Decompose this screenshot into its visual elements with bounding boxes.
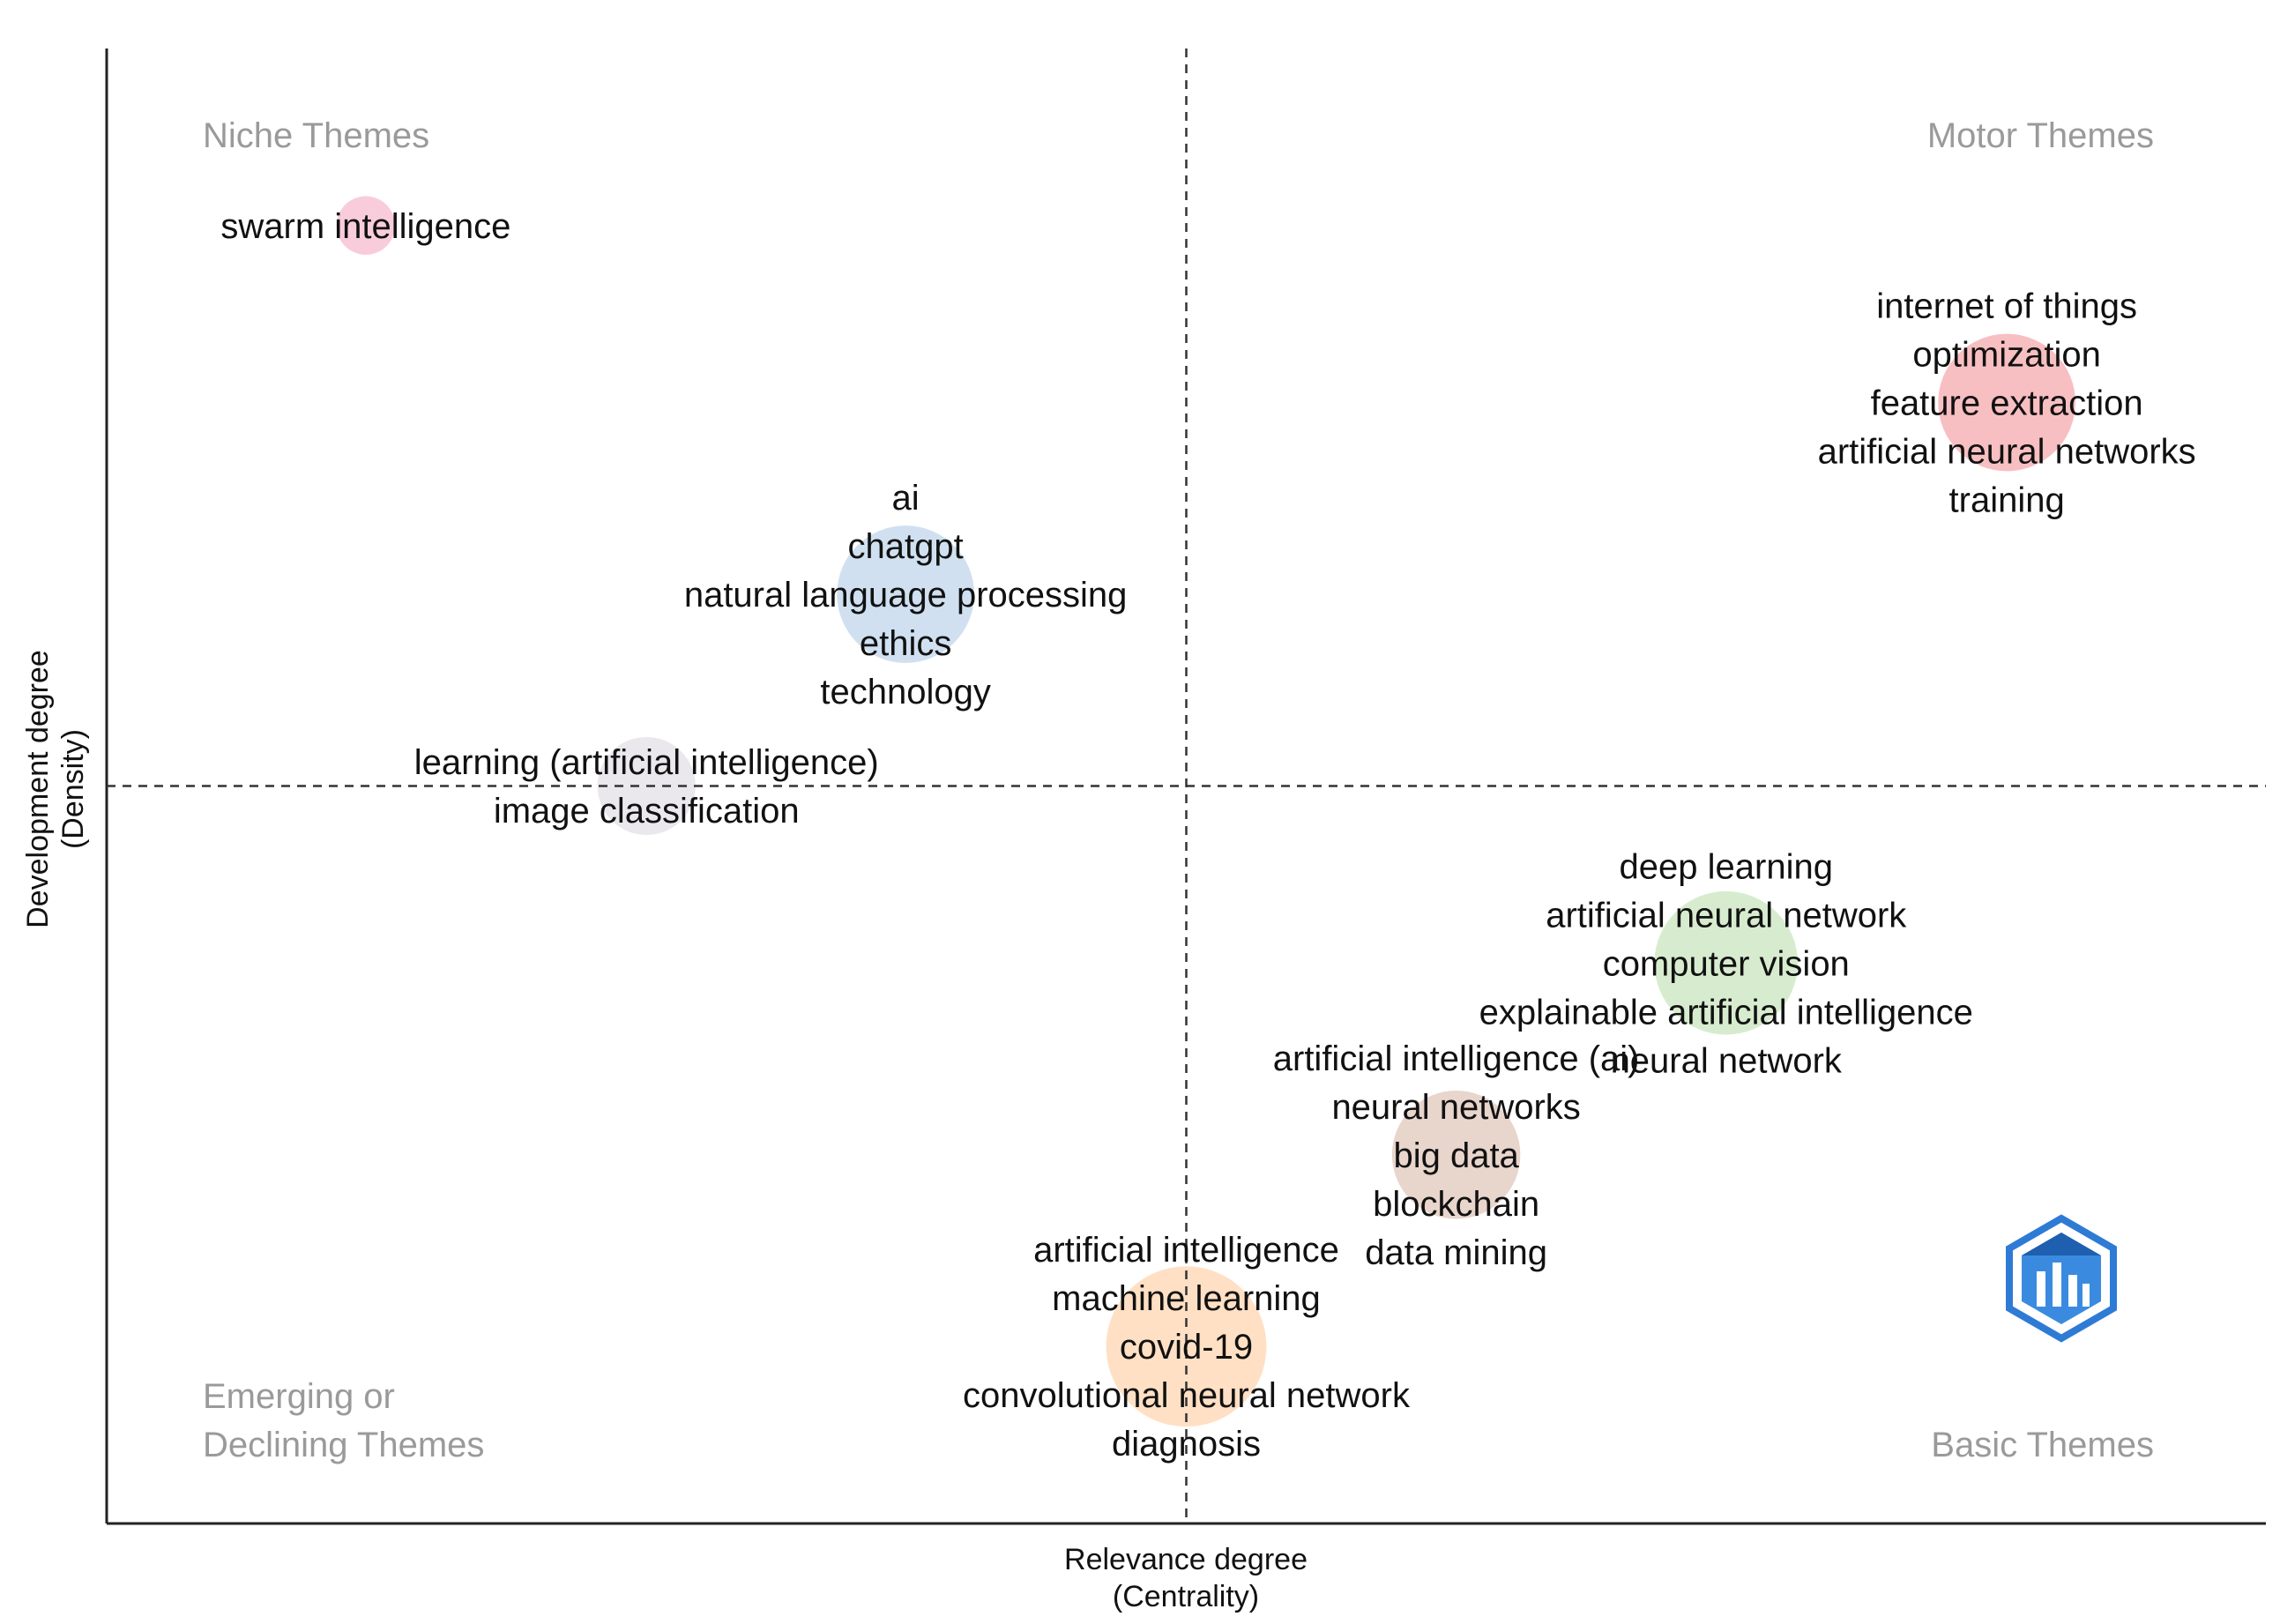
y-axis-title-line1: Development degree xyxy=(21,650,55,928)
cluster-label: learning (artificial intelligence) xyxy=(414,743,879,782)
logo-bar-4 xyxy=(2083,1284,2090,1307)
cluster-label: explainable artificial intelligence xyxy=(1479,993,1973,1032)
cluster-bubble-0 xyxy=(336,196,396,255)
x-axis-title-line1: Relevance degree xyxy=(1064,1543,1308,1576)
cluster-label: artificial neural network xyxy=(1546,896,1907,935)
y-axis-title-line2: (Density) xyxy=(56,729,90,849)
cluster-bubble-4 xyxy=(1654,890,1799,1035)
cluster-label: neural network xyxy=(1611,1041,1843,1080)
cluster-labels: swarm intelligence internet of things opti… xyxy=(220,207,2195,1464)
cluster-label: artificial neural networks xyxy=(1818,433,2196,472)
x-axis-title-line2: (Centrality) xyxy=(1113,1580,1259,1613)
quadrant-label-niche: Niche Themes xyxy=(203,116,429,155)
cluster-bubble-6 xyxy=(1106,1266,1267,1427)
logo-bar-2 xyxy=(2053,1263,2061,1307)
cluster-label: image classification xyxy=(494,792,800,831)
cluster-label: training xyxy=(1949,481,2065,520)
bibliometrix-logo xyxy=(2006,1214,2117,1343)
quadrant-label-motor: Motor Themes xyxy=(1927,116,2154,155)
cluster-label: internet of things xyxy=(1876,287,2137,326)
cluster-label: artificial intelligence xyxy=(1033,1231,1339,1270)
cluster-label: artificial intelligence (ai) xyxy=(1273,1039,1640,1078)
cluster-label: deep learning xyxy=(1620,847,1833,886)
cluster-label: swarm intelligence xyxy=(220,207,510,246)
cluster-label: big data xyxy=(1393,1136,1519,1175)
logo-roof xyxy=(2022,1233,2101,1255)
cluster-label: convolutional neural network xyxy=(963,1376,1411,1415)
quadrant-label-emerging-line2: Declining Themes xyxy=(203,1426,484,1464)
cluster-label: machine learning xyxy=(1052,1279,1321,1318)
cluster-label: computer vision xyxy=(1603,944,1850,983)
cluster-label: chatgpt xyxy=(848,527,964,566)
cluster-label: feature extraction xyxy=(1871,384,2143,423)
cluster-label: optimization xyxy=(1912,336,2100,375)
cluster-label: technology xyxy=(820,673,990,711)
cluster-label: data mining xyxy=(1365,1233,1547,1272)
quadrant-label-emerging-line1: Emerging or xyxy=(203,1377,395,1416)
cluster-label: natural language processing xyxy=(684,576,1128,615)
cluster-bubble-5 xyxy=(1391,1091,1521,1219)
quadrant-label-basic: Basic Themes xyxy=(1931,1426,2154,1464)
logo-bar-1 xyxy=(2037,1271,2045,1307)
cluster-label: neural networks xyxy=(1331,1088,1580,1127)
cluster-label: ai xyxy=(892,479,920,518)
logo-bar-3 xyxy=(2068,1275,2077,1307)
cluster-label: ethics xyxy=(860,624,952,663)
cluster-label: blockchain xyxy=(1373,1185,1539,1224)
cluster-bubble-2 xyxy=(837,525,974,663)
cluster-label: diagnosis xyxy=(1112,1425,1261,1464)
cluster-label: covid-19 xyxy=(1120,1328,1253,1367)
cluster-bubble-1 xyxy=(1938,333,2075,472)
